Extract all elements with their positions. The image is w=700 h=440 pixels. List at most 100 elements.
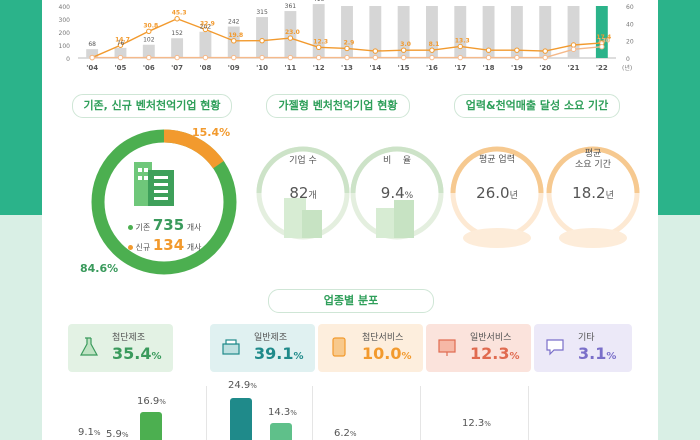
series-point	[287, 54, 294, 61]
mini-bar-label: 6.2%	[334, 428, 357, 439]
y-right-tick-label: 0	[626, 56, 630, 63]
series-point	[117, 42, 124, 48]
left-band-green	[0, 0, 42, 215]
y-left-tick-label: 200	[59, 30, 71, 37]
series-point	[202, 26, 209, 33]
gazelle-ratio-number: 9.4	[380, 184, 405, 202]
category-pct-unit: %	[606, 351, 617, 362]
series-point	[146, 54, 152, 61]
avg-age-number: 26.0	[476, 184, 510, 202]
line-value-label: 130	[598, 38, 611, 45]
category-name: 기타	[578, 333, 595, 343]
y-right-tick-label: 40	[626, 21, 634, 28]
category-pct-value: 12.3	[470, 344, 510, 363]
donut-legend-new: 신규 134 개사	[128, 236, 201, 254]
series-point	[315, 54, 322, 61]
series-point	[485, 47, 492, 53]
series-point	[315, 44, 322, 51]
series-point	[89, 54, 95, 61]
y-right-tick-label: 20	[626, 39, 634, 46]
avg-age-circle	[450, 146, 544, 248]
right-side-band	[658, 0, 700, 440]
series-point	[542, 48, 548, 54]
category-pct: 35.4%	[112, 344, 162, 363]
category-card-general-mfg: 일반제조 39.1%	[210, 324, 315, 372]
building-icon	[134, 162, 174, 206]
series-point	[514, 47, 520, 53]
x-tick-label: '11	[284, 64, 296, 72]
x-tick-label: '14	[369, 64, 381, 72]
bar-value-label: 415	[313, 0, 325, 3]
line-value-label: 32.9	[200, 20, 215, 27]
bar	[595, 6, 608, 58]
section-title-distribution: 업종별 분포	[268, 289, 434, 313]
x-tick-label: '22	[596, 64, 608, 72]
category-name: 첨단서비스	[362, 333, 404, 343]
buildings-graphic	[284, 198, 322, 238]
speech-bubble-icon	[546, 339, 564, 356]
avg-time-value: 18.2년	[544, 184, 642, 202]
mini-bar	[230, 398, 252, 440]
category-pct-unit: %	[509, 351, 520, 362]
bar-value-label: 202	[200, 24, 212, 31]
series-point	[429, 54, 435, 61]
donut-legend-existing: 기존 735 개사	[128, 216, 201, 234]
bar-value-label: 76	[117, 40, 125, 47]
series-point	[599, 44, 605, 50]
left-band-mint	[0, 215, 42, 440]
x-tick-label: '09	[228, 64, 240, 72]
avg-age-label: 평균 업력	[479, 155, 515, 165]
divider-line	[420, 386, 421, 440]
y-left-tick-label: 300	[59, 17, 71, 24]
category-pct-value: 39.1	[254, 344, 294, 363]
bar	[171, 38, 184, 58]
legend-dot-new	[128, 245, 133, 250]
section-title-gazelle: 가젤형 벤처천억기업 현황	[266, 94, 410, 118]
bar	[482, 6, 495, 58]
series-point	[174, 54, 180, 61]
gazelle-ratio-circle	[350, 146, 444, 240]
cloud-graphic	[559, 228, 627, 248]
category-card-other: 기타 3.1%	[534, 324, 632, 372]
series-point	[117, 54, 124, 61]
y-left-tick-label: 100	[59, 43, 71, 50]
legend-dot-existing	[128, 225, 133, 230]
series-point	[457, 43, 463, 50]
x-tick-label: '07	[171, 64, 183, 72]
infographic-main: 400 300 200 100 0 60 40 20 0 (년) 68'04 76'05 102'06…	[42, 0, 658, 440]
bar	[199, 31, 212, 58]
series-point	[202, 54, 209, 61]
x-tick-label: '21	[568, 64, 580, 72]
category-pct-value: 3.1	[578, 344, 607, 363]
bar	[567, 6, 580, 58]
bar-value-label: 315	[256, 9, 268, 16]
section-title-existing-new: 기존, 신규 벤처천억기업 현황	[72, 94, 232, 118]
series-point	[344, 45, 350, 52]
avg-time-number: 18.2	[572, 184, 606, 202]
mini-bar-label: 14.3%	[268, 407, 297, 418]
mini-bar-label: 9.1%	[78, 427, 101, 438]
series-point	[372, 48, 379, 54]
left-side-band	[0, 0, 42, 440]
series-point	[372, 54, 379, 61]
bar	[397, 6, 410, 58]
gazelle-count-value: 82개	[254, 184, 352, 202]
category-pct: 39.1%	[254, 344, 304, 363]
avg-age-unit: 년	[509, 191, 518, 201]
category-pct-value: 35.4	[112, 344, 152, 363]
line-value-label: 12.3	[313, 38, 328, 45]
right-band-mint	[658, 215, 700, 440]
line-value-label: 45.3	[172, 10, 187, 17]
series-point	[400, 47, 407, 53]
bar	[426, 6, 438, 58]
mini-bar	[140, 412, 162, 440]
avg-time-unit: 년	[605, 191, 614, 201]
category-card-advanced-mfg: 첨단제조 35.4%	[68, 324, 173, 372]
line-value-label: 17.4	[596, 34, 611, 41]
divider-line	[206, 386, 207, 440]
series-point	[457, 54, 463, 61]
y-left-tick-label: 0	[66, 56, 70, 63]
line-value-label: 8.1	[429, 41, 440, 48]
bar	[114, 47, 127, 58]
